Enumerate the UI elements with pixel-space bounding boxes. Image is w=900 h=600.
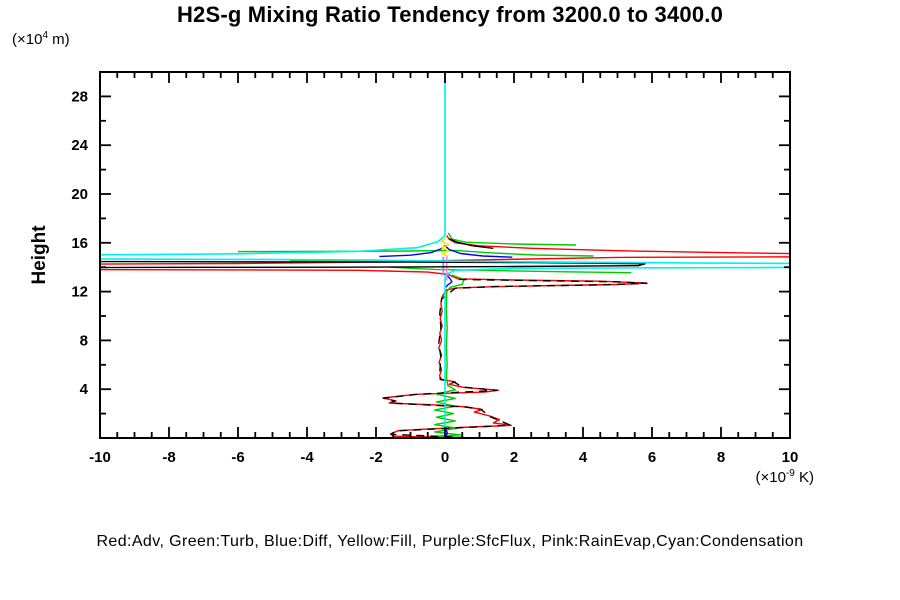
x-tick-label: 0 <box>441 449 449 466</box>
x-tick-label: -4 <box>300 449 314 466</box>
series-condensation <box>100 72 790 438</box>
x-unit-post: K) <box>794 469 814 486</box>
y-tick-label: 4 <box>80 381 89 398</box>
x-unit-exponent: -9 <box>785 468 795 479</box>
y-tick-label: 16 <box>71 235 88 252</box>
x-tick-label: 6 <box>648 449 656 466</box>
x-axis-unit-label: (×10-9 K) <box>755 468 814 486</box>
series-black <box>100 238 648 438</box>
series-lines <box>100 72 790 438</box>
x-tick-label: -8 <box>162 449 175 466</box>
y-unit-pre: (×10 <box>12 31 43 48</box>
y-tick-label: 12 <box>71 284 88 301</box>
x-tick-label: -10 <box>89 449 111 466</box>
x-tick-label: -6 <box>231 449 244 466</box>
x-tick-label: -2 <box>369 449 382 466</box>
x-tick-label: 10 <box>782 449 799 466</box>
x-tick-label: 2 <box>510 449 518 466</box>
x-tick-label: 8 <box>717 449 725 466</box>
y-tick-label: 24 <box>71 137 88 154</box>
series-fill <box>440 237 450 257</box>
y-tick-label: 28 <box>71 88 88 105</box>
y-unit-exponent: 4 <box>42 30 49 41</box>
y-unit-post: m) <box>48 31 70 48</box>
y-tick-label: 8 <box>80 332 88 349</box>
axes-frame <box>99 71 791 439</box>
y-axis-unit-label: (×104 m) <box>12 30 70 48</box>
chart-title: H2S-g Mixing Ratio Tendency from 3200.0 … <box>176 2 724 27</box>
y-tick-label: 20 <box>71 186 88 203</box>
legend: Red:Adv, Green:Turb, Blue:Diff, Yellow:F… <box>96 533 804 550</box>
x-tick-label: 4 <box>579 449 588 466</box>
x-unit-pre: (×10 <box>755 469 786 486</box>
